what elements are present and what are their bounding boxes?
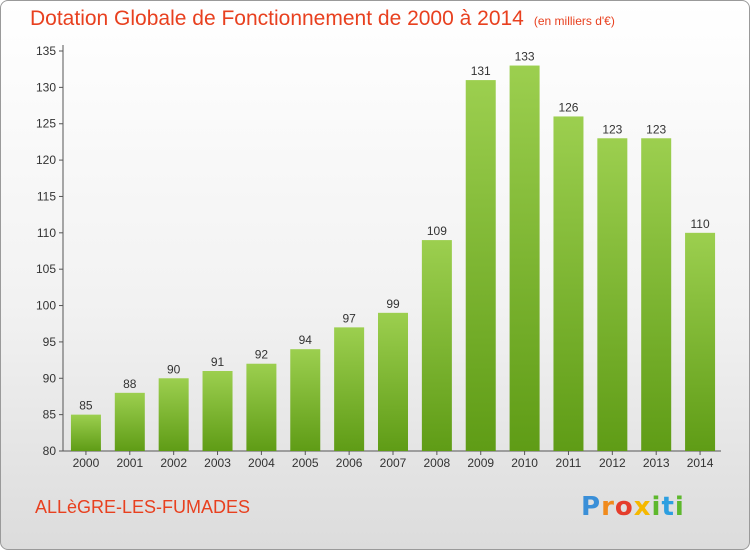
y-tick-label: 135 (36, 44, 56, 58)
bar-2014 (685, 232, 716, 451)
data-label-2009: 131 (471, 64, 491, 78)
bar-2006 (334, 327, 365, 451)
y-tick-label: 125 (36, 117, 56, 131)
y-tick-label: 85 (43, 408, 57, 422)
x-tick-label-2000: 2000 (73, 456, 100, 470)
y-tick-label: 95 (43, 335, 57, 349)
bar-2001 (114, 392, 145, 451)
bar-2009 (465, 80, 496, 451)
y-tick-label: 115 (37, 189, 56, 203)
bar-2007 (378, 312, 408, 451)
x-tick-label-2013: 2013 (643, 456, 670, 470)
x-tick-label-2006: 2006 (336, 456, 363, 470)
data-label-2003: 91 (211, 355, 225, 369)
x-tick-label-2010: 2010 (511, 456, 538, 470)
proxiti-logo[interactable]: Proxiti (581, 492, 685, 522)
x-tick-label-2011: 2011 (556, 456, 582, 470)
x-tick-label-2001: 2001 (116, 456, 143, 470)
commune-name: ALLèGRE-LES-FUMADES (35, 497, 251, 517)
data-label-2011: 126 (558, 100, 578, 114)
bar-2011 (553, 116, 584, 452)
y-tick-label: 80 (43, 444, 57, 458)
y-tick-label: 105 (36, 262, 56, 276)
y-tick-label: 90 (43, 371, 57, 385)
bar-2005 (290, 349, 321, 451)
bar-2003 (202, 371, 233, 451)
x-tick-label-2005: 2005 (292, 456, 319, 470)
y-tick-label: 100 (36, 299, 56, 313)
y-tick-label: 120 (36, 153, 56, 167)
bar-2008 (421, 240, 452, 451)
data-label-2014: 110 (690, 217, 709, 231)
bar-2010 (509, 65, 540, 451)
x-tick-label-2014: 2014 (687, 456, 714, 470)
x-tick-label-2002: 2002 (160, 456, 187, 470)
x-tick-label-2004: 2004 (248, 456, 275, 470)
chart-title-text: Dotation Globale de Fonctionnement de 20… (30, 7, 524, 30)
x-tick-label-2003: 2003 (204, 456, 231, 470)
data-label-2001: 88 (123, 377, 137, 391)
bar-2012 (597, 138, 628, 452)
data-label-2004: 92 (255, 348, 269, 362)
x-tick-label-2008: 2008 (424, 456, 451, 470)
bar-2000 (70, 414, 101, 451)
x-tick-label-2009: 2009 (467, 456, 494, 470)
data-label-2005: 94 (299, 333, 313, 347)
y-tick-label: 110 (37, 226, 56, 240)
data-label-2013: 123 (646, 122, 666, 136)
bar-2013 (641, 138, 672, 452)
chart-unit-note: (en milliers d'€) (533, 14, 615, 28)
x-tick-label-2007: 2007 (380, 456, 407, 470)
data-label-2007: 99 (386, 297, 400, 311)
data-label-2002: 90 (167, 362, 181, 376)
data-label-2000: 85 (79, 399, 93, 413)
x-tick-label-2012: 2012 (599, 456, 626, 470)
data-label-2012: 123 (602, 122, 622, 136)
data-label-2010: 133 (515, 50, 535, 64)
bar-2002 (158, 378, 189, 451)
chart-title: Dotation Globale de Fonctionnement de 20… (30, 7, 615, 31)
bar-2004 (246, 363, 277, 451)
data-label-2006: 97 (342, 311, 356, 325)
y-tick-label: 130 (36, 80, 56, 94)
data-label-2008: 109 (427, 224, 447, 238)
